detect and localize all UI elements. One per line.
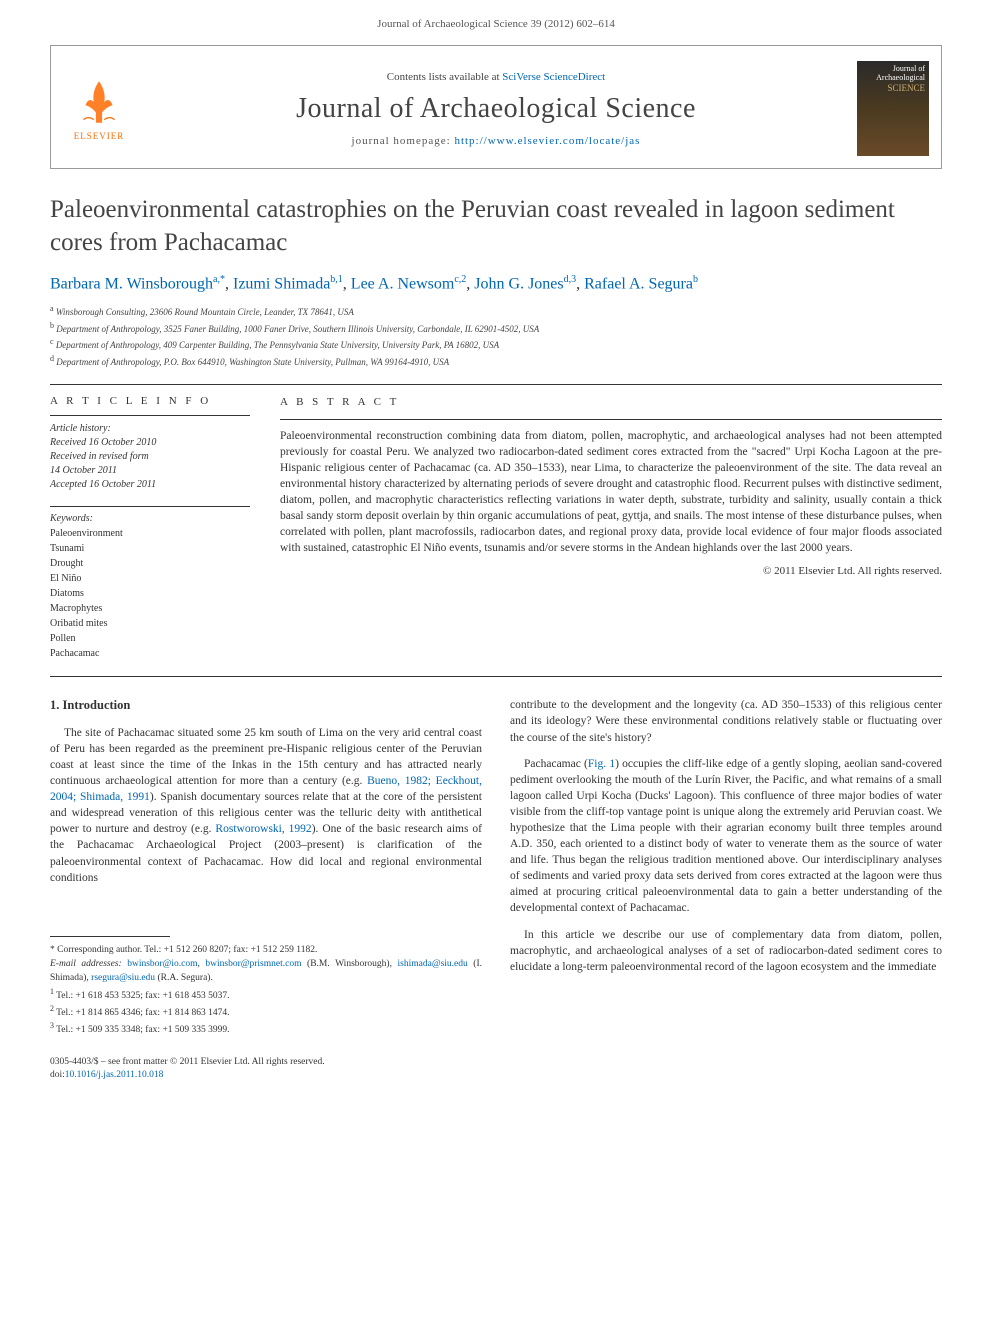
homepage-line: journal homepage: http://www.elsevier.co…: [135, 135, 857, 147]
history-received: Received 16 October 2010: [50, 436, 250, 450]
history-accepted: Accepted 16 October 2011: [50, 478, 250, 492]
figure-link[interactable]: Fig. 1: [588, 758, 615, 770]
page-footer: 0305-4403/$ – see front matter © 2011 El…: [50, 1056, 942, 1083]
keyword: Macrophytes: [50, 601, 250, 616]
citation-link[interactable]: Rostworowski, 1992: [215, 823, 311, 835]
email-link[interactable]: bwinsbor@io.com: [127, 959, 197, 969]
author-link[interactable]: Rafael A. Segura: [584, 275, 693, 292]
email-addresses-line: E-mail addresses: bwinsbor@io.com, bwins…: [50, 957, 482, 986]
email-link[interactable]: ishimada@siu.edu: [398, 959, 468, 969]
history-revised: Received in revised form: [50, 450, 250, 464]
info-abstract-row: A R T I C L E I N F O Article history: R…: [50, 395, 942, 661]
author-sup: b,1: [330, 274, 343, 285]
footnote-1: 1 Tel.: +1 618 453 5325; fax: +1 618 453…: [50, 986, 482, 1003]
section-heading-intro: 1. Introduction: [50, 697, 482, 715]
article-info-heading: A R T I C L E I N F O: [50, 395, 250, 407]
keyword: Pachacamac: [50, 646, 250, 661]
abstract-copyright: © 2011 Elsevier Ltd. All rights reserved…: [280, 564, 942, 579]
author-list: Barbara M. Winsborougha,*, Izumi Shimada…: [50, 274, 942, 293]
author-sup: c,2: [454, 274, 466, 285]
affiliation-line: b Department of Anthropology, 3525 Faner…: [50, 320, 942, 337]
abstract-column: A B S T R A C T Paleoenvironmental recon…: [280, 395, 942, 661]
homepage-url-link[interactable]: http://www.elsevier.com/locate/jas: [454, 135, 640, 147]
divider: [50, 384, 942, 385]
banner-center: Contents lists available at SciVerse Sci…: [135, 71, 857, 147]
homepage-prefix: journal homepage:: [352, 135, 455, 147]
intro-paragraph-3: In this article we describe our use of c…: [510, 927, 942, 975]
abstract-text: Paleoenvironmental reconstruction combin…: [280, 428, 942, 557]
journal-cover-thumbnail: Journal of Archaeological SCIENCE: [857, 61, 929, 156]
affiliation-line: d Department of Anthropology, P.O. Box 6…: [50, 353, 942, 370]
contents-available-line: Contents lists available at SciVerse Sci…: [135, 71, 857, 83]
author-link[interactable]: Izumi Shimada: [233, 275, 330, 292]
body-text: ) occupies the cliff-like edge of a gent…: [510, 758, 942, 915]
sciencedirect-link[interactable]: SciVerse ScienceDirect: [502, 71, 605, 83]
divider: [50, 415, 250, 416]
footnote-divider: [50, 936, 170, 937]
doi-prefix: doi:: [50, 1070, 65, 1080]
cover-title-3: SCIENCE: [861, 83, 925, 93]
email-paren: (B.M. Winsborough),: [301, 959, 397, 969]
history-revised-date: 14 October 2011: [50, 464, 250, 478]
running-header: Journal of Archaeological Science 39 (20…: [0, 0, 992, 40]
author-link[interactable]: John G. Jones: [474, 275, 563, 292]
footer-front-matter: 0305-4403/$ – see front matter © 2011 El…: [50, 1056, 942, 1069]
abstract-heading: A B S T R A C T: [280, 395, 942, 410]
keyword: Diatoms: [50, 586, 250, 601]
email-link[interactable]: bwinsbor@prismnet.com: [205, 959, 301, 969]
intro-paragraph-1: The site of Pachacamac situated some 25 …: [50, 725, 482, 886]
keywords-list: Paleoenvironment Tsunami Drought El Niño…: [50, 526, 250, 661]
affiliation-line: a Winsborough Consulting, 23606 Round Mo…: [50, 303, 942, 320]
email-paren: (R.A. Segura).: [155, 973, 213, 983]
affiliations: a Winsborough Consulting, 23606 Round Mo…: [50, 303, 942, 369]
article-info-column: A R T I C L E I N F O Article history: R…: [50, 395, 250, 661]
footnote-2: 2 Tel.: +1 814 865 4346; fax: +1 814 863…: [50, 1003, 482, 1020]
keyword: Oribatid mites: [50, 616, 250, 631]
publisher-logo-text: ELSEVIER: [74, 131, 125, 141]
author-sup: d,3: [564, 274, 577, 285]
body-right-column: contribute to the development and the lo…: [510, 697, 942, 1037]
divider: [280, 419, 942, 420]
journal-banner: ELSEVIER Contents lists available at Sci…: [50, 45, 942, 169]
body-text: Pachacamac (: [524, 758, 588, 770]
footer-doi-line: doi:10.1016/j.jas.2011.10.018: [50, 1069, 942, 1082]
keyword: Drought: [50, 556, 250, 571]
body-left-column: 1. Introduction The site of Pachacamac s…: [50, 697, 482, 1037]
doi-link[interactable]: 10.1016/j.jas.2011.10.018: [65, 1070, 164, 1080]
publisher-logo: ELSEVIER: [63, 69, 135, 149]
history-head: Article history:: [50, 422, 250, 436]
article-history: Article history: Received 16 October 201…: [50, 422, 250, 492]
divider: [50, 506, 250, 507]
cover-title-2: Archaeological: [861, 74, 925, 83]
intro-paragraph-2: Pachacamac (Fig. 1) occupies the cliff-l…: [510, 756, 942, 917]
keyword: Tsunami: [50, 541, 250, 556]
elsevier-tree-icon: [73, 76, 125, 128]
affiliation-line: c Department of Anthropology, 409 Carpen…: [50, 336, 942, 353]
article-title: Paleoenvironmental catastrophies on the …: [50, 194, 942, 259]
footnotes-block: * Corresponding author. Tel.: +1 512 260…: [50, 936, 482, 1038]
body-columns: 1. Introduction The site of Pachacamac s…: [50, 697, 942, 1037]
email-link[interactable]: rsegura@siu.edu: [91, 973, 155, 983]
contents-prefix: Contents lists available at: [387, 71, 502, 83]
divider: [50, 676, 942, 677]
keywords-head: Keywords:: [50, 513, 250, 524]
keyword: El Niño: [50, 571, 250, 586]
journal-name: Journal of Archaeological Science: [135, 93, 857, 125]
keyword: Paleoenvironment: [50, 526, 250, 541]
intro-paragraph-1-cont: contribute to the development and the lo…: [510, 697, 942, 745]
author-link[interactable]: Barbara M. Winsborough: [50, 275, 213, 292]
author-sup: b: [693, 274, 698, 285]
footnote-3: 3 Tel.: +1 509 335 3348; fax: +1 509 335…: [50, 1020, 482, 1037]
author-sup: a,*: [213, 274, 225, 285]
keyword: Pollen: [50, 631, 250, 646]
email-label: E-mail addresses:: [50, 959, 122, 969]
author-link[interactable]: Lee A. Newsom: [351, 275, 455, 292]
corresponding-author-footnote: * Corresponding author. Tel.: +1 512 260…: [50, 943, 482, 957]
